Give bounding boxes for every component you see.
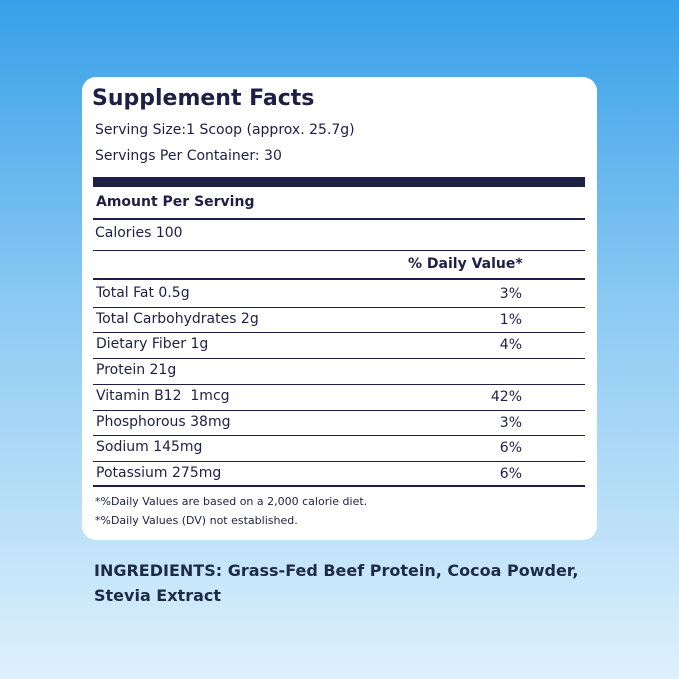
rule (93, 218, 585, 220)
rule (93, 383, 585, 385)
rule (93, 250, 585, 251)
nutrient: Potassium 275mg (96, 464, 222, 481)
rule (93, 306, 585, 308)
title: Supplement Facts (92, 86, 315, 111)
nutrient: Sodium 145mg (96, 439, 203, 456)
nutrient: Total Carbohydrates 2g (96, 310, 259, 327)
thick-rule (93, 177, 585, 187)
rule (93, 278, 585, 280)
daily-value: 3% (499, 286, 522, 302)
daily-value: 3% (499, 414, 522, 431)
nutrient: Dietary Fiber 1g (96, 336, 209, 353)
daily-value: 6% (499, 440, 522, 457)
nutrient: Phosphorous 38mg (96, 413, 231, 430)
daily-value: 42% (490, 388, 522, 405)
facts-panel (82, 77, 597, 540)
rule (93, 409, 585, 411)
servings-per-container: Servings Per Container: 30 (95, 148, 282, 164)
rule (93, 435, 585, 437)
footnote: *%Daily Values are based on a 2,000 calo… (95, 495, 368, 508)
daily-value: 1% (499, 311, 522, 328)
amount-per-serving: Amount Per Serving (96, 194, 255, 210)
serving-size: Serving Size:1 Scoop (approx. 25.7g) (95, 122, 355, 138)
ingredients: INGREDIENTS: Grass-Fed Beef Protein, Coc… (94, 561, 579, 580)
nutrient: Total Fat 0.5g (96, 285, 190, 301)
rule (93, 460, 585, 462)
rule (93, 332, 585, 334)
daily-value-header: % Daily Value* (408, 256, 523, 272)
calories: Calories 100 (95, 225, 183, 241)
daily-value: 6% (499, 465, 522, 482)
nutrient: Vitamin B12 1mcg (96, 387, 230, 404)
nutrient: Protein 21g (96, 362, 177, 379)
rule (93, 358, 585, 360)
daily-value: 4% (499, 337, 522, 354)
footnote: *%Daily Values (DV) not established. (95, 514, 298, 527)
rule (93, 485, 585, 487)
ingredients: Stevia Extract (94, 586, 222, 605)
